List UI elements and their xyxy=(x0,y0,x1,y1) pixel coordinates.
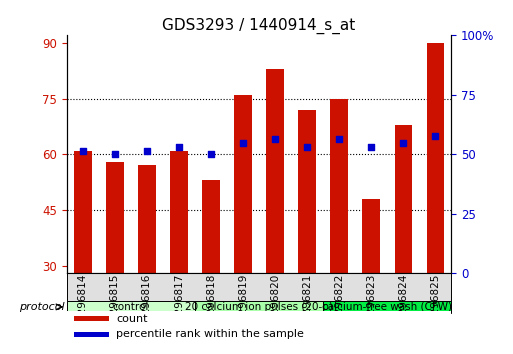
Text: GSM296823: GSM296823 xyxy=(366,274,376,337)
Bar xyxy=(106,162,124,273)
Text: GSM296815: GSM296815 xyxy=(110,274,120,337)
Point xyxy=(111,152,119,157)
Text: percentile rank within the sample: percentile rank within the sample xyxy=(116,330,304,339)
Point xyxy=(303,144,311,150)
Point xyxy=(143,148,151,153)
Text: control: control xyxy=(113,302,149,312)
Text: GSM296816: GSM296816 xyxy=(142,274,152,337)
Bar xyxy=(74,316,109,321)
Text: protocol: protocol xyxy=(19,302,65,312)
Bar xyxy=(67,273,451,301)
Bar xyxy=(330,98,348,273)
Point xyxy=(367,144,376,150)
Point xyxy=(239,140,247,146)
Point xyxy=(78,148,87,153)
Bar xyxy=(427,43,444,273)
Bar xyxy=(394,125,412,273)
Bar xyxy=(170,150,188,273)
Text: calcium-free wash (CFW): calcium-free wash (CFW) xyxy=(322,302,452,312)
Bar xyxy=(74,150,91,273)
Text: GSM296814: GSM296814 xyxy=(78,274,88,337)
Text: GSM296824: GSM296824 xyxy=(399,274,408,337)
Bar xyxy=(202,180,220,273)
Point xyxy=(175,144,183,150)
Bar xyxy=(138,165,155,273)
Bar xyxy=(195,301,323,313)
Title: GDS3293 / 1440914_s_at: GDS3293 / 1440914_s_at xyxy=(163,18,356,34)
Text: GSM296817: GSM296817 xyxy=(174,274,184,337)
Bar xyxy=(234,95,252,273)
Text: GSM296822: GSM296822 xyxy=(334,274,344,337)
Bar xyxy=(299,110,316,273)
Bar xyxy=(323,301,451,313)
Text: GSM296825: GSM296825 xyxy=(430,274,440,337)
Text: GSM296820: GSM296820 xyxy=(270,274,280,337)
Point xyxy=(335,137,343,142)
Text: GSM296821: GSM296821 xyxy=(302,274,312,337)
Bar xyxy=(67,301,195,313)
Point xyxy=(431,133,440,138)
Point xyxy=(271,137,279,142)
Point xyxy=(207,152,215,157)
Text: GSM296818: GSM296818 xyxy=(206,274,216,337)
Text: count: count xyxy=(116,314,147,324)
Bar xyxy=(363,199,380,273)
Bar xyxy=(266,69,284,273)
Bar xyxy=(74,332,109,337)
Text: 20 calcium ion pulses (20-p): 20 calcium ion pulses (20-p) xyxy=(185,302,333,312)
Text: GSM296819: GSM296819 xyxy=(238,274,248,337)
Point xyxy=(399,140,407,146)
